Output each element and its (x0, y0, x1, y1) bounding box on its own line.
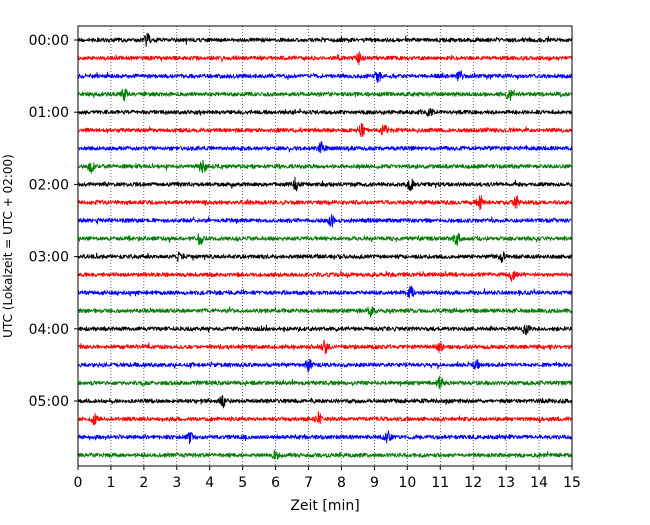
seismic-trace (77, 195, 573, 211)
x-tick-label: 4 (205, 475, 214, 491)
seismic-trace (77, 140, 573, 154)
x-tick-label: 13 (497, 475, 515, 491)
seismic-trace (77, 176, 573, 192)
x-tick-label: 3 (172, 475, 181, 491)
y-tick-label: 05:00 (29, 394, 69, 410)
x-tick-label: 1 (106, 475, 115, 491)
seismic-trace (77, 430, 573, 445)
seismic-trace (77, 358, 573, 373)
y-tick-label: 00:00 (29, 33, 69, 49)
seismic-trace (77, 394, 573, 409)
x-tick-label: 2 (139, 475, 148, 491)
seismic-trace (77, 108, 573, 117)
trace-group (77, 32, 573, 461)
seismic-trace (77, 213, 573, 228)
seismic-trace (77, 306, 573, 318)
seismic-trace (77, 88, 573, 102)
seismic-trace (77, 122, 573, 138)
y-tick-label: 02:00 (29, 177, 69, 193)
x-axis: 0 1 2 3 4 5 6 7 8 9 10 11 12 13 14 15 (74, 466, 581, 491)
y-axis-label: UTC (Lokalzeit = UTC + 02:00) (1, 154, 15, 338)
seismic-trace (77, 51, 573, 66)
seismic-trace (77, 232, 573, 247)
x-tick-label: 7 (304, 475, 313, 491)
seismic-trace (77, 411, 573, 426)
x-tick-label: 11 (431, 475, 449, 491)
seismic-trace (77, 449, 573, 461)
seismic-trace (77, 32, 573, 47)
x-axis-label: Zeit [min] (290, 498, 359, 514)
x-tick-label: 12 (464, 475, 482, 491)
seismic-trace (77, 285, 573, 299)
x-tick-label: 6 (271, 475, 280, 491)
x-tick-label: 10 (398, 475, 416, 491)
x-tick-label: 8 (337, 475, 346, 491)
x-tick-label: 14 (530, 475, 548, 491)
seismic-trace (77, 324, 573, 336)
seismic-trace (77, 251, 573, 264)
seismic-trace (77, 69, 573, 84)
y-tick-label: 03:00 (29, 250, 69, 266)
seismic-trace (77, 375, 573, 390)
x-tick-label: 15 (563, 475, 581, 491)
x-tick-label: 9 (370, 475, 379, 491)
x-tick-label: 5 (238, 475, 247, 491)
y-tick-label: 01:00 (29, 105, 69, 121)
plot-frame (77, 25, 573, 467)
seismic-trace (77, 339, 573, 355)
y-axis: 00:00 01:00 02:00 03:00 04:00 05:00 (29, 33, 78, 410)
seismic-trace (77, 159, 573, 174)
seismic-trace (77, 270, 573, 282)
x-tick-label: 0 (74, 475, 83, 491)
y-tick-label: 04:00 (29, 322, 69, 338)
